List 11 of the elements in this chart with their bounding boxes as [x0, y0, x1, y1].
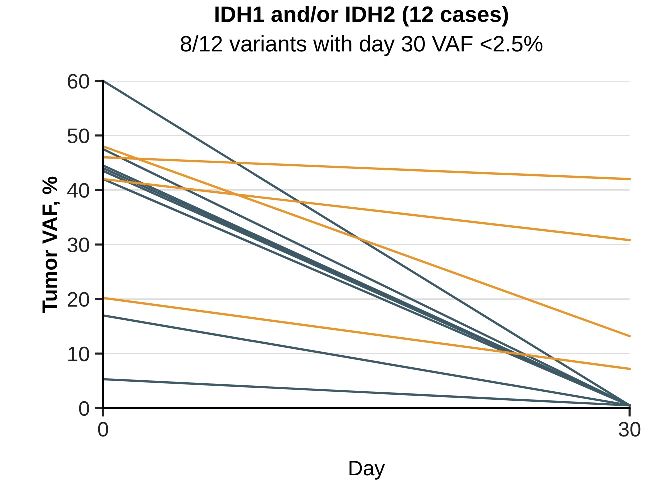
y-tick-label: 30	[68, 238, 90, 253]
x-axis-title: Day	[350, 461, 386, 480]
y-tick-label: 20	[68, 292, 90, 308]
y-tick-label: 10	[68, 346, 90, 362]
chart-subtitle: 8/12 variants with day 30 VAF <2.5%	[181, 36, 543, 56]
y-axis-title: Tumor VAF, %	[42, 176, 60, 314]
y-tick-label: 50	[68, 128, 90, 144]
y-tick-label: 0	[79, 401, 90, 416]
y-tick-label: 40	[67, 183, 90, 198]
chart-title: IDH1 and/or IDH2 (12 cases)	[216, 6, 508, 27]
y-tick-label: 60	[68, 74, 90, 89]
